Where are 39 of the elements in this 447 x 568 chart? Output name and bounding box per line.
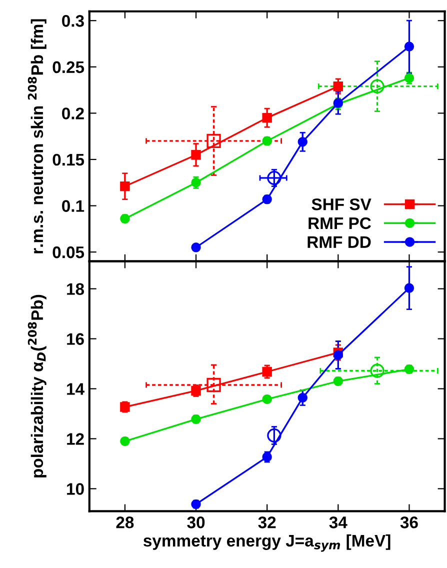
y-tick-label: 16 [67,333,84,345]
point [298,392,308,403]
point [370,364,384,378]
point [404,283,414,293]
point [206,378,221,392]
y-tick-label: 0.3 [62,15,84,27]
point [120,436,130,446]
point [262,366,272,377]
point [404,42,414,52]
y-tick-label: 18 [67,283,84,295]
y-tick-label: 0.2 [62,108,84,120]
x-axis-title: symmetry energy J=a$_{sym}$ [MeV] [144,534,390,552]
y-tick-label: 0.1 [62,200,84,212]
x-tick-label: 34 [329,516,348,528]
y-axis-title: polarizability α$_{D}$($^{208}$Pb) [28,294,46,478]
y-axis-title: r.m.s. neutron skin $^{208}$Pb [fm] [28,19,46,254]
legend-label: RMF PC [308,217,371,230]
y-tick-label: 0.05 [52,246,84,258]
y-tick-label: 0.15 [52,154,84,166]
x-tick-label: 28 [116,516,134,528]
legend-label: SHF SV [312,198,372,210]
point [262,112,272,123]
point [206,134,221,148]
point [267,170,282,186]
y-tick-label: 12 [67,433,84,445]
point [120,181,130,192]
point [191,150,201,160]
point [370,79,384,94]
y-tick-label: 14 [67,383,84,395]
legend-label: RMF DD [308,236,371,248]
x-tick-label: 36 [400,516,418,528]
point [298,137,308,147]
y-tick-label: 0.25 [52,61,84,74]
x-tick-label: 30 [187,516,205,528]
point [267,428,282,443]
y-tick-label: 10 [67,483,84,495]
point [191,242,201,252]
point [262,394,272,404]
x-tick-label: 32 [258,516,276,528]
